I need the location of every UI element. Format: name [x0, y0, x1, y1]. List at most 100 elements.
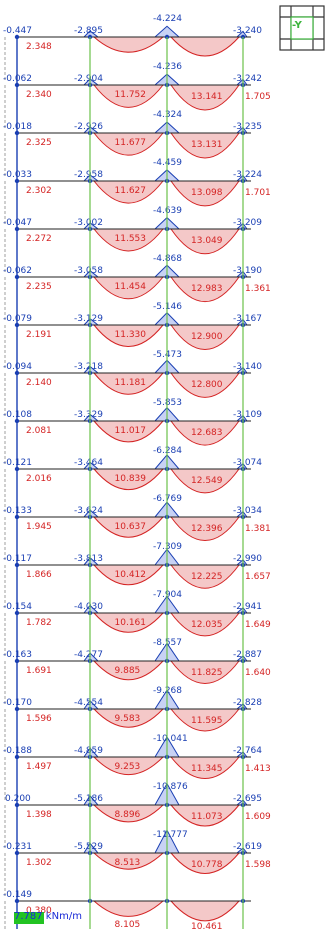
label-support-c: -5.146 [153, 302, 182, 312]
label-support-c: -4.639 [153, 206, 182, 216]
span2-moment-curve [169, 708, 241, 732]
view-direction-label: -Y [292, 20, 302, 31]
span1-moment-curve [92, 852, 165, 870]
label-span2-max: 13.131 [191, 140, 223, 150]
label-support-b: -3.002 [74, 218, 103, 228]
label-support-c: -4.324 [153, 110, 182, 120]
label-right-moment: 1.598 [245, 860, 271, 870]
label-span2-max: 13.141 [191, 92, 223, 102]
label-column-moment: 2.140 [26, 378, 52, 388]
label-support-d: -3.140 [233, 362, 262, 372]
label-support-b: -3.129 [74, 314, 103, 324]
label-span1-max: 11.330 [115, 330, 147, 340]
label-span1-max: 10.637 [115, 522, 147, 532]
label-right-moment: 1.705 [245, 92, 271, 102]
label-span2-max: 10.778 [191, 860, 223, 870]
span1-moment-curve [92, 516, 165, 538]
view-navigator-widget[interactable] [279, 5, 325, 51]
span2-moment-curve [169, 756, 241, 780]
scale-color-swatch [14, 912, 44, 924]
label-column-moment: 1.302 [26, 858, 52, 868]
span2-moment-curve [170, 372, 240, 398]
span1-moment-curve [92, 660, 165, 681]
span2-moment-curve [170, 564, 240, 589]
span2-moment-curve [169, 36, 241, 57]
label-span1-max: 10.412 [115, 570, 147, 580]
label-support-c: -4.224 [153, 14, 182, 24]
label-support-b: -2.926 [74, 122, 103, 132]
label-support-b: -4.859 [74, 746, 103, 756]
span1-moment-curve [92, 420, 165, 443]
span2-moment-curve [169, 804, 241, 827]
label-span1-max: 11.181 [115, 378, 147, 388]
label-support-d: -2.887 [233, 650, 262, 660]
span2-moment-curve [170, 132, 240, 159]
label-column-moment: 1.691 [26, 666, 52, 676]
span2-moment-curve [170, 420, 240, 446]
label-support-d: -2.941 [233, 602, 262, 612]
span1-moment-curve [92, 564, 165, 586]
span1-moment-curve [92, 804, 165, 823]
label-span2-max: 11.345 [191, 764, 223, 774]
span2-moment-curve [170, 276, 240, 302]
span1-moment-curve [92, 756, 165, 776]
label-span2-max: 12.035 [191, 620, 223, 630]
label-span1-max: 11.454 [115, 282, 147, 292]
label-column-moment: 2.325 [26, 138, 52, 148]
label-column-moment: 0.380 [26, 906, 52, 916]
label-span1-max: 9.253 [115, 762, 141, 772]
label-support-b: -2.958 [74, 170, 103, 180]
label-span2-max: 12.549 [191, 476, 223, 486]
label-right-moment: 1.701 [245, 188, 271, 198]
label-support-b: -4.030 [74, 602, 103, 612]
label-span2-max: 11.825 [191, 668, 223, 678]
label-support-b: -3.813 [74, 554, 103, 564]
label-support-b: -3.058 [74, 266, 103, 276]
label-span1-max: 9.583 [115, 714, 141, 724]
span1-moment-curve [92, 372, 165, 395]
label-column-moment: 2.191 [26, 330, 52, 340]
label-span1-max: 8.513 [115, 858, 141, 868]
label-support-c: -6.769 [153, 494, 182, 504]
label-support-d: -3.224 [233, 170, 262, 180]
label-end-moment: 0.200 [5, 794, 31, 804]
span2-moment-curve [169, 852, 241, 874]
span1-moment-curve [92, 276, 165, 300]
label-support-c: -7.309 [153, 542, 182, 552]
grid-icon [279, 5, 325, 51]
label-column-moment: 1.398 [26, 810, 52, 820]
span1-moment-curve [92, 36, 165, 53]
label-column-moment: 1.782 [26, 618, 52, 628]
label-support-c: -10.876 [153, 782, 188, 792]
label-support-b: -3.218 [74, 362, 103, 372]
label-support-b: -4.554 [74, 698, 103, 708]
label-span2-max: 11.073 [191, 812, 223, 822]
span2-moment-curve [170, 612, 240, 637]
label-column-moment: 2.340 [26, 90, 52, 100]
span1-moment-curve [92, 468, 165, 491]
span1-moment-curve [92, 612, 165, 633]
label-column-moment: 1.596 [26, 714, 52, 724]
label-span1-max: 11.017 [115, 426, 147, 436]
span1-moment-curve [92, 180, 165, 204]
label-end-moment: -0.447 [3, 26, 32, 36]
span2-moment-curve [169, 900, 241, 922]
span2-moment-curve [170, 468, 240, 494]
label-right-moment: 1.649 [245, 620, 271, 630]
scale-label: 7.787 kNm/m [14, 911, 82, 922]
label-support-c: -6.284 [153, 446, 182, 456]
label-column-moment: 2.348 [26, 42, 52, 52]
label-support-b: -5.186 [74, 794, 103, 804]
label-support-d: -3.240 [233, 26, 262, 36]
label-support-b: -3.329 [74, 410, 103, 420]
label-span2-max: 11.595 [191, 716, 223, 726]
span1-moment-curve [92, 900, 165, 917]
span1-moment-curve [92, 228, 165, 252]
label-column-moment: 2.016 [26, 474, 52, 484]
label-support-b: -4.277 [74, 650, 103, 660]
label-support-d: -3.034 [233, 506, 262, 516]
label-right-moment: 1.413 [245, 764, 271, 774]
label-support-d: -3.242 [233, 74, 262, 84]
label-span2-max: 12.396 [191, 524, 223, 534]
